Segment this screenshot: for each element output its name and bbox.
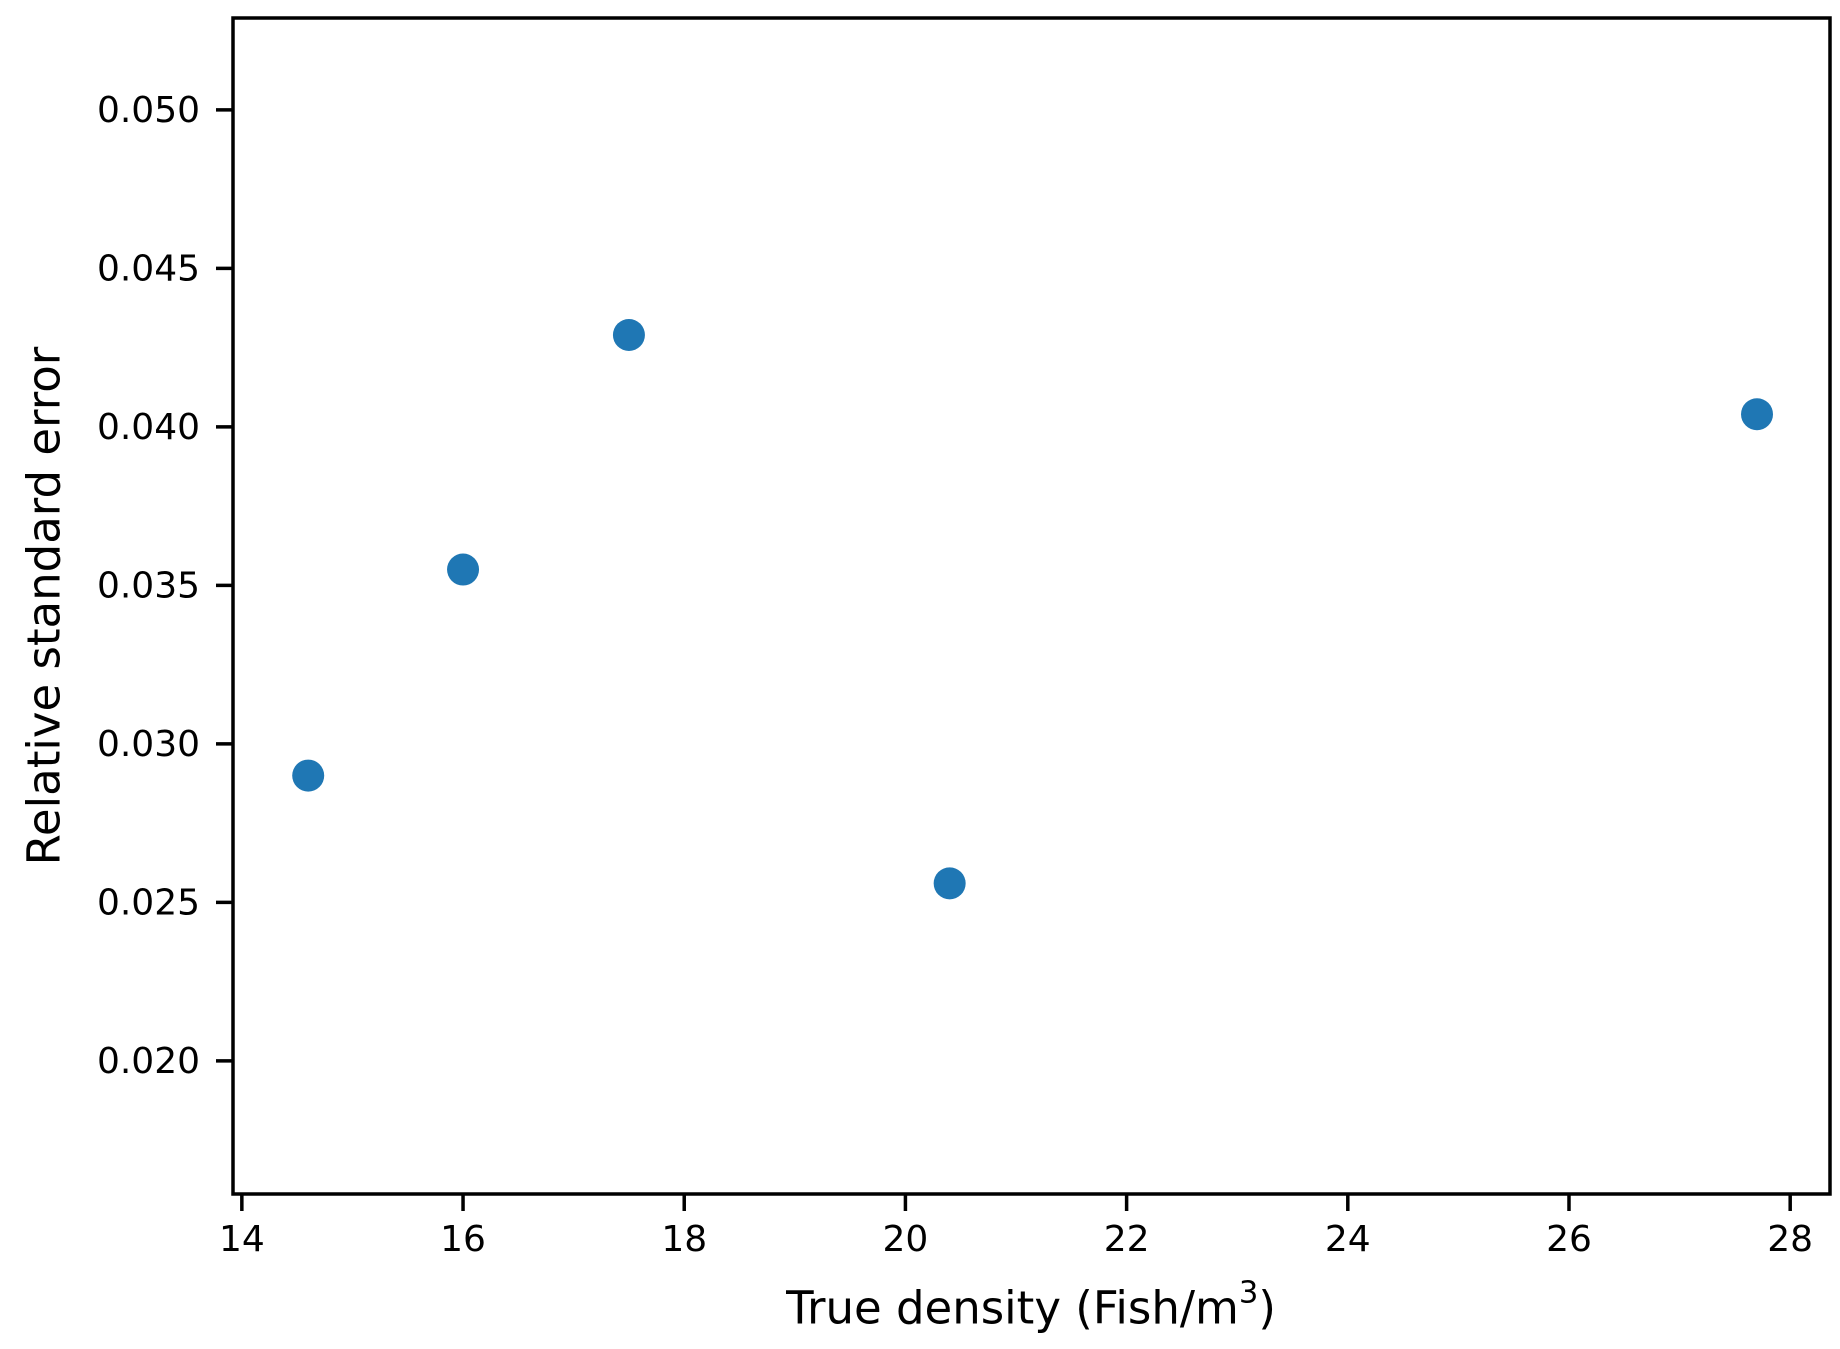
x-tick-label: 20: [883, 1219, 929, 1260]
data-point: [1741, 398, 1774, 431]
y-axis-label: Relative standard error: [17, 346, 71, 866]
y-tick-label: 0.025: [97, 882, 200, 923]
x-tick-label: 28: [1767, 1219, 1813, 1260]
x-tick-label: 14: [219, 1219, 265, 1260]
data-point: [447, 553, 480, 586]
x-axis-label-text: True density (Fish/m: [786, 1281, 1239, 1335]
x-tick-label: 16: [440, 1219, 486, 1260]
x-tick-label: 26: [1546, 1219, 1592, 1260]
x-axis-label-close-paren: ): [1258, 1281, 1276, 1335]
y-tick-label: 0.030: [97, 724, 200, 765]
x-tick-label: 18: [661, 1219, 707, 1260]
data-point: [292, 759, 325, 792]
data-point: [933, 867, 966, 900]
y-tick-label: 0.040: [97, 407, 200, 448]
x-tick-label: 24: [1325, 1219, 1371, 1260]
x-axis-label: True density (Fish/m3): [786, 1278, 1276, 1335]
plot-frame: [231, 16, 1832, 1196]
y-tick-label: 0.050: [97, 90, 200, 131]
y-tick-label: 0.035: [97, 565, 200, 606]
y-tick-label: 0.020: [97, 1041, 200, 1082]
x-axis-label-superscript: 3: [1238, 1275, 1259, 1311]
y-tick-label: 0.045: [97, 248, 200, 289]
x-tick-label: 22: [1104, 1219, 1150, 1260]
data-point: [612, 318, 645, 351]
